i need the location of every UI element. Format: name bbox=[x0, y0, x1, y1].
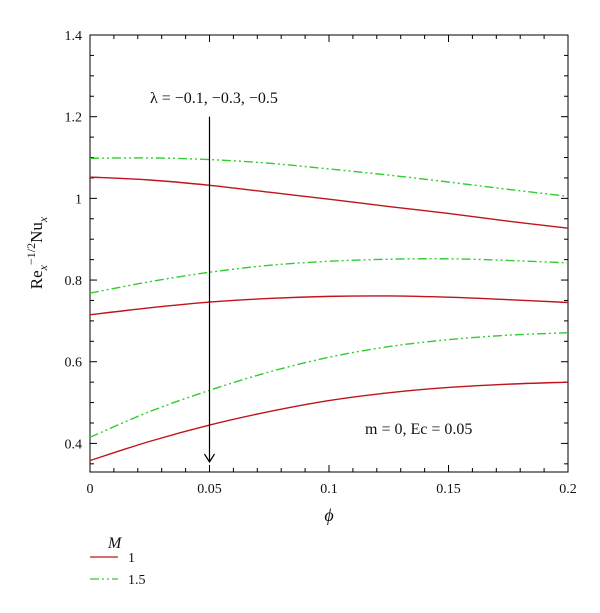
legend-label-m1: 1 bbox=[128, 551, 135, 566]
legend: M 1 1.5 bbox=[90, 535, 146, 588]
y-tick-label: 0.8 bbox=[65, 274, 83, 289]
y-axis-label: Rex−1/2Nux bbox=[24, 216, 50, 289]
series-line-m1-5-lambdaneg0-3 bbox=[89, 258, 569, 294]
x-tick-label: 0.05 bbox=[197, 482, 222, 497]
series-line-m1-lambdaneg0-3 bbox=[89, 295, 569, 316]
legend-label-m1-5: 1.5 bbox=[128, 573, 146, 588]
tick-marks bbox=[89, 34, 569, 472]
x-tick-label: 0.15 bbox=[436, 482, 461, 497]
y-tick-label: 0.4 bbox=[65, 437, 83, 452]
series-layer bbox=[89, 157, 569, 462]
series-line-m1-lambdaneg0-5 bbox=[89, 381, 569, 462]
lambda-annotation: λ = −0.1, −0.3, −0.5 bbox=[150, 90, 278, 107]
legend-title: M bbox=[107, 535, 123, 552]
tick-labels: 0 0.05 0.1 0.15 0.2 0.4 0.6 0.8 1 1.2 1.4 bbox=[65, 29, 577, 497]
series-line-m1-5-lambdaneg0-1 bbox=[89, 157, 569, 198]
params-annotation: m = 0, Ec = 0.05 bbox=[365, 421, 472, 438]
x-tick-label: 0.1 bbox=[320, 482, 338, 497]
arrow-head bbox=[203, 453, 216, 464]
y-tick-label: 1.2 bbox=[65, 111, 83, 126]
direction-arrow bbox=[203, 116, 216, 464]
y-axis-label-text: Rex−1/2Nux bbox=[24, 216, 50, 289]
x-tick-label: 0.2 bbox=[559, 482, 577, 497]
x-axis-label: ϕ bbox=[324, 505, 333, 525]
y-tick-label: 1 bbox=[75, 192, 82, 207]
x-tick-label: 0 bbox=[87, 482, 94, 497]
series-line-m1-5-lambdaneg0-5 bbox=[89, 332, 569, 438]
y-tick-label: 0.6 bbox=[65, 356, 83, 371]
y-tick-label: 1.4 bbox=[65, 29, 83, 44]
series-line-m1-lambdaneg0-1 bbox=[89, 176, 569, 229]
